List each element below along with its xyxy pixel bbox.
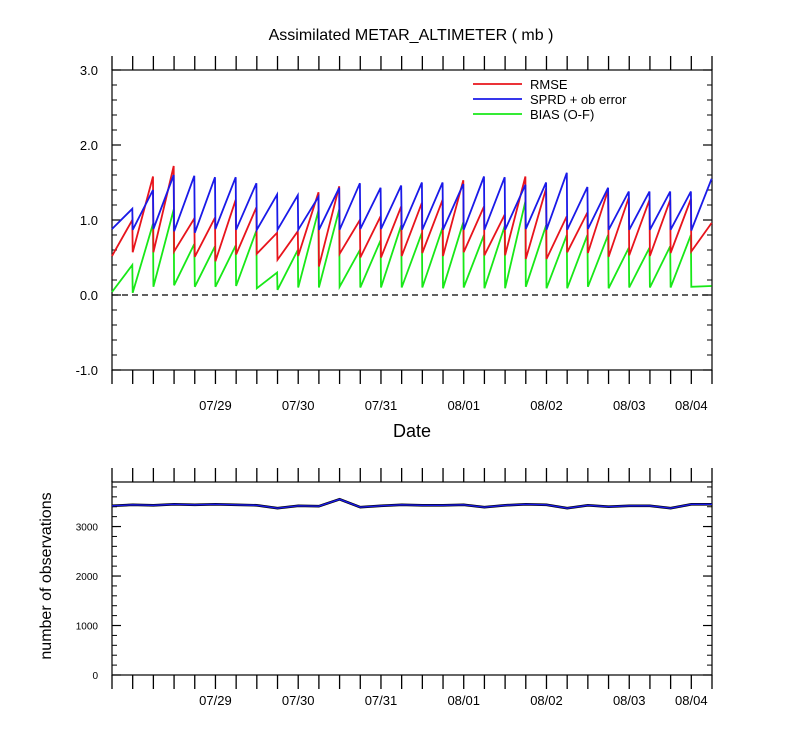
legend-label: BIAS (O-F) — [530, 107, 594, 122]
x-tick-label: 08/02 — [530, 693, 563, 708]
x-tick-label: 08/01 — [447, 693, 480, 708]
top-plot: 3.0 2.0 1.0 0.0 -1.0 07/29 07/30 07/31 08/01 08/… — [76, 56, 713, 413]
x-tick-label: 08/01 — [447, 398, 480, 413]
x-tick-label: 07/30 — [282, 398, 315, 413]
y-tick-label: 3000 — [76, 523, 99, 534]
bottom-series — [111, 497, 712, 510]
x-tick-label: 07/31 — [365, 398, 398, 413]
observations-line — [111, 498, 712, 509]
top-series — [111, 165, 713, 294]
x-axis-label: Date — [393, 421, 431, 441]
x-tick-label: 08/03 — [613, 398, 646, 413]
y-tick-label: 0 — [92, 671, 98, 682]
x-tick-label: 07/30 — [282, 693, 315, 708]
legend-label: RMSE — [530, 77, 568, 92]
y-tick-label: -1.0 — [76, 363, 98, 378]
y-tick-label: 2000 — [76, 572, 99, 583]
series-line-sprd-ob-error — [111, 172, 713, 234]
x-tick-label: 08/02 — [530, 398, 563, 413]
bottom-y-axis: 3000 2000 1000 0 — [76, 486, 712, 682]
y-tick-label: 3.0 — [80, 63, 98, 78]
x-tick-label: 08/04 — [675, 693, 708, 708]
x-tick-label: 07/29 — [199, 398, 232, 413]
observations-line-shadow — [111, 497, 712, 510]
y-tick-label: 1.0 — [80, 213, 98, 228]
x-tick-label: 07/29 — [199, 693, 232, 708]
x-tick-label: 08/03 — [613, 693, 646, 708]
x-tick-label: 08/04 — [675, 398, 708, 413]
y-tick-label: 2.0 — [80, 138, 98, 153]
series-line-bias-o-f — [111, 201, 712, 294]
bottom-x-axis: 07/29 07/30 07/31 08/01 08/02 08/03 08/04 — [111, 468, 713, 708]
chart-title: Assimilated METAR_ALTIMETER ( mb ) — [269, 27, 554, 44]
series-line-rmse — [111, 165, 713, 267]
y-axis-label-observations: number of observations — [38, 492, 55, 659]
y-tick-label: 1000 — [76, 622, 99, 633]
y-tick-label: 0.0 — [80, 288, 98, 303]
top-x-axis: 07/29 07/30 07/31 08/01 08/02 08/03 08/04 — [111, 56, 713, 413]
legend-label: SPRD + ob error — [530, 92, 627, 107]
bottom-plot-frame — [111, 481, 713, 676]
x-tick-label: 07/31 — [365, 693, 398, 708]
